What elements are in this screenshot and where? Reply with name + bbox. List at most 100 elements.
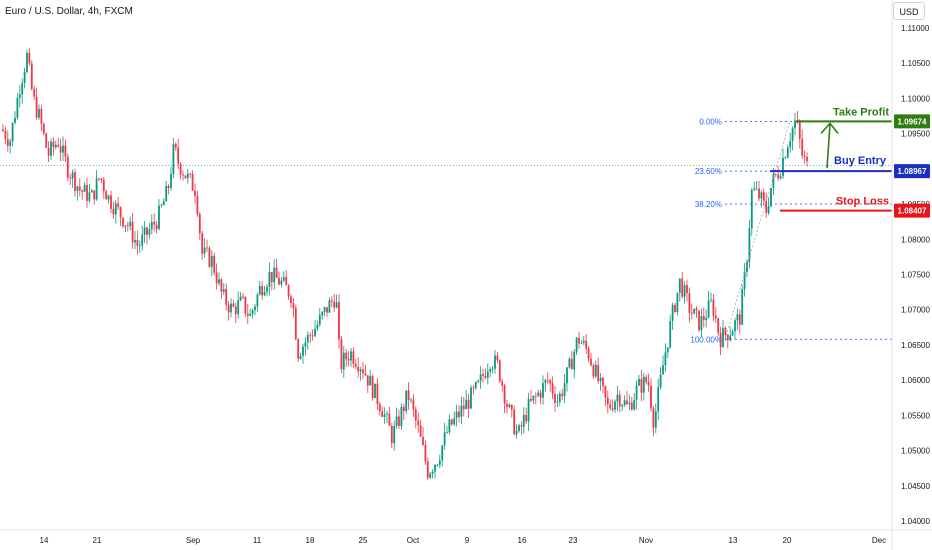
candle [592,363,595,380]
candle-body [628,402,631,405]
candle-body [18,94,21,98]
candle-body [90,190,93,193]
candle [30,60,33,91]
candle [698,310,700,332]
candle [366,375,369,393]
candle-body [678,278,681,293]
currency-button[interactable]: USD [893,2,925,20]
candle-body [338,302,340,340]
candle [515,424,518,439]
candle [611,399,614,412]
candle [453,411,456,427]
candle-body [285,277,288,286]
candle [59,138,62,162]
candle [359,367,362,381]
candle-body [434,464,436,472]
candle-body [64,145,67,157]
candle [590,352,592,367]
candle-body [393,426,396,444]
candle [81,189,84,200]
candle [446,425,448,434]
candle-body [508,404,511,407]
candle [614,399,616,413]
candle-body [489,368,492,372]
price-axis[interactable]: 1.110001.105001.100001.095001.090001.085… [891,0,930,550]
candle-body [774,174,777,175]
candle-body [371,376,374,398]
candle-body [105,191,108,200]
candle-body [347,359,350,361]
candle [616,385,619,411]
candle [681,271,684,299]
candle [280,276,283,288]
candle-body [45,133,48,148]
candle-body [150,221,153,230]
candle [2,123,4,133]
candle [230,298,232,318]
candle-body [40,108,43,124]
candle [347,351,350,367]
candle [134,231,136,250]
candle-body [263,291,266,296]
candle [419,419,422,438]
time-tick-label: Sep [186,536,201,545]
candle-body [484,376,487,378]
time-axis[interactable]: 14 21 Sep 11 18 25 Oct 9 16 23 Nov 13 20 Dec [0,529,932,545]
candle-body [268,271,271,287]
buy-entry-label: Buy Entry [834,155,887,167]
candle-body [198,214,201,234]
candle-body [424,444,427,462]
candle [628,394,631,411]
candle [201,230,204,260]
candle-body [218,279,220,284]
candle [513,405,516,436]
candle [474,381,477,391]
candle-body [52,141,55,148]
candle [806,152,808,167]
candle-body [518,425,520,431]
price-tick-label: 1.07500 [901,271,930,280]
candle-body [482,374,484,377]
candle [549,378,552,392]
candle [266,283,268,297]
candle [734,317,736,340]
candle-body [700,316,703,331]
candle-body [141,234,144,246]
candle [278,271,280,286]
candle-body [30,63,33,90]
candle [35,87,38,120]
candle [405,390,408,415]
candle-body [177,147,180,164]
candle-body [623,400,626,406]
candle [429,472,432,480]
candle [578,331,580,349]
candle [458,405,460,423]
candle-body [513,409,516,435]
candle [472,384,475,395]
candle-body [100,178,103,180]
candle-body [129,221,132,227]
candle-body [98,178,100,180]
candle [155,220,158,234]
candle-body [38,108,40,118]
candle [182,170,184,181]
candle-body [335,302,338,308]
candle [249,308,252,317]
candle-body [736,314,739,321]
fib-trend-line [724,121,791,340]
candle-body [172,143,175,175]
candle [390,422,393,449]
candle [345,348,348,367]
candle-body [690,312,693,314]
candle [47,141,50,163]
candle-body [710,299,712,301]
candle-body [323,307,326,312]
candle-body [801,138,804,156]
candle [575,336,578,355]
candle-body [561,393,564,396]
candle [95,170,98,201]
candle [496,352,499,364]
candle [438,454,441,469]
candle-body [726,334,729,341]
